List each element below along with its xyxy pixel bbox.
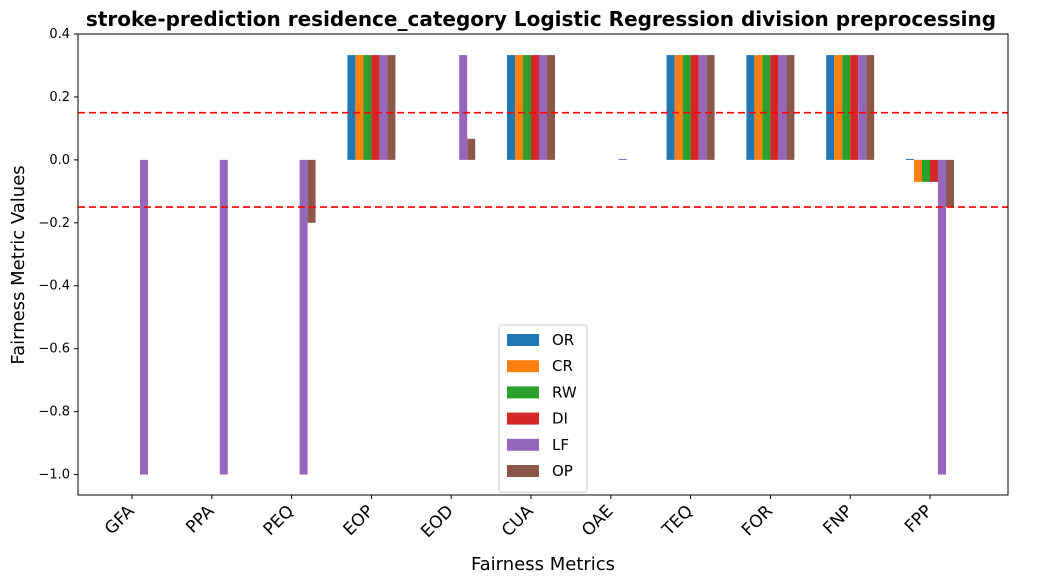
chart-title: stroke-prediction residence_category Log… xyxy=(86,7,996,31)
bar-cr-eop xyxy=(355,55,364,160)
legend-label-lf: LF xyxy=(552,436,569,454)
bar-or-cua xyxy=(507,55,515,160)
bar-op-for xyxy=(786,55,795,160)
legend-label-or: OR xyxy=(552,331,574,349)
x-tick-label: EOP xyxy=(339,501,377,539)
bar-lf-for xyxy=(778,55,787,160)
bar-rw-fpp xyxy=(922,159,930,182)
bar-lf-cua xyxy=(539,55,547,160)
bar-di-eop xyxy=(371,55,380,160)
bar-rw-eop xyxy=(363,55,372,160)
bar-di-teq xyxy=(690,55,699,160)
legend: OR CR RW DI LF OP xyxy=(498,324,588,493)
bar-op-peq xyxy=(307,159,316,223)
bar-lf-gfa xyxy=(140,159,148,475)
bar-cr-for xyxy=(754,55,763,160)
y-tick-label: −0.2 xyxy=(38,216,70,231)
bar-lf-fnp xyxy=(858,55,867,160)
bar-op-eod xyxy=(467,138,476,160)
bar-or-fpp xyxy=(906,158,914,160)
bar-or-teq xyxy=(666,55,675,160)
bar-lf-peq xyxy=(299,159,308,475)
legend-label-cr: CR xyxy=(552,357,573,375)
bar-rw-for xyxy=(762,55,771,160)
bar-op-eop xyxy=(387,55,396,160)
bar-di-cua xyxy=(531,55,539,160)
bar-lf-eop xyxy=(379,55,388,160)
bar-or-eop xyxy=(347,55,356,160)
bar-op-teq xyxy=(706,55,715,160)
bar-cr-cua xyxy=(515,55,523,160)
bar-di-fpp xyxy=(930,159,938,182)
bar-rw-teq xyxy=(682,55,691,160)
bar-or-fnp xyxy=(826,55,835,160)
bar-rw-cua xyxy=(523,55,531,160)
x-tick-label: PEQ xyxy=(260,501,298,539)
plot-frame xyxy=(77,33,1009,496)
legend-swatch-or xyxy=(507,334,539,346)
x-tick-label: FOR xyxy=(738,501,777,540)
y-tick-label: −0.4 xyxy=(38,279,70,294)
bar-di-for xyxy=(770,55,779,160)
bar-cr-fpp xyxy=(914,159,922,182)
y-tick-label: 0.4 xyxy=(49,27,70,42)
x-axis-label: Fairness Metrics xyxy=(471,554,615,575)
bar-rw-fnp xyxy=(842,55,851,160)
bar-di-fnp xyxy=(850,55,859,160)
y-axis-label: Fairness Metric Values xyxy=(8,165,29,364)
y-tick-label: −0.8 xyxy=(38,405,70,420)
bar-lf-teq xyxy=(698,55,707,160)
legend-swatch-cr xyxy=(507,360,539,373)
bar-op-cua xyxy=(547,55,555,160)
legend-label-rw: RW xyxy=(552,383,577,401)
y-tick-label: 0.2 xyxy=(49,90,70,105)
legend-swatch-di xyxy=(507,412,539,425)
x-tick-label: TEQ xyxy=(658,501,697,540)
x-tick-label: FNP xyxy=(819,501,856,538)
bar-cr-teq xyxy=(674,55,683,160)
bar-op-fpp xyxy=(946,159,954,208)
bar-cr-fnp xyxy=(834,55,843,160)
x-tick-label: OAE xyxy=(578,501,617,540)
bar-op-fnp xyxy=(866,55,875,160)
bar-lf-fpp xyxy=(938,159,946,475)
legend-label-op: OP xyxy=(552,462,573,480)
x-tick-label: CUA xyxy=(498,501,538,541)
y-tick-label: −0.6 xyxy=(38,342,70,357)
legend-swatch-rw xyxy=(507,386,539,399)
x-tick-label: FPP xyxy=(901,501,937,537)
bar-or-for xyxy=(746,55,755,160)
y-tick-label: −1.0 xyxy=(38,468,70,483)
x-tick-label: EOD xyxy=(417,501,457,541)
threshold-lines xyxy=(78,111,1008,208)
bars-layer xyxy=(140,55,954,475)
y-tick-label: 0.0 xyxy=(49,153,70,168)
bar-lf-ppa xyxy=(219,159,228,475)
x-tick-label: GFA xyxy=(101,501,139,539)
x-tick-label: PPA xyxy=(182,501,218,537)
legend-swatch-lf xyxy=(507,438,539,451)
bar-lf-eod xyxy=(459,55,468,160)
legend-label-di: DI xyxy=(552,410,568,428)
bar-lf-oae xyxy=(618,158,627,160)
legend-swatch-op xyxy=(507,465,539,477)
